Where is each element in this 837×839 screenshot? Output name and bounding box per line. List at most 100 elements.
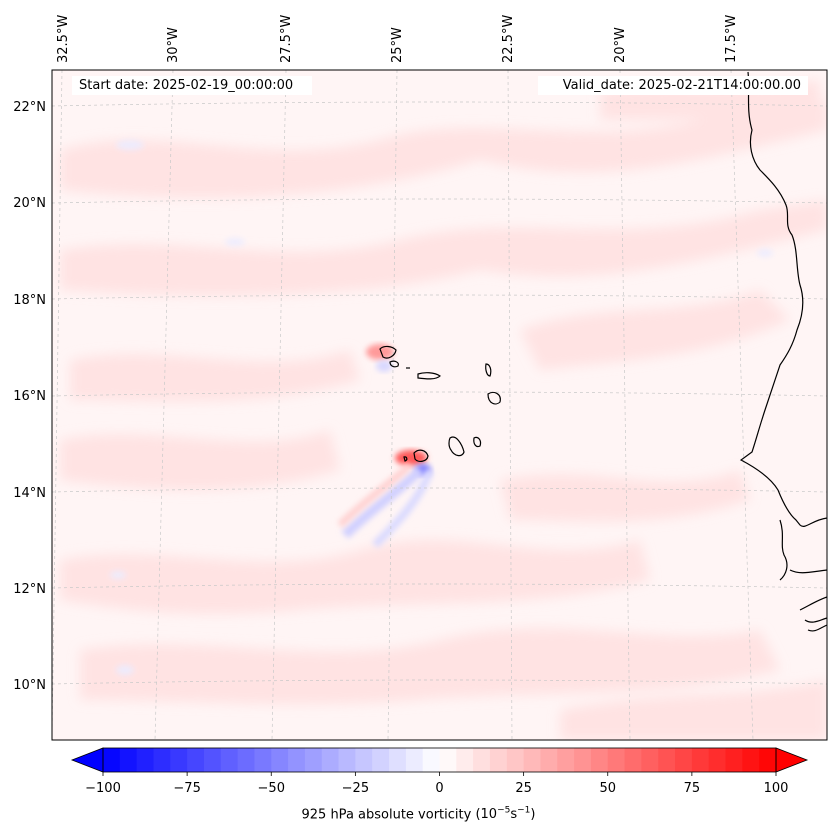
coastlines	[379, 71, 827, 632]
longitude-labels: 32.5°W 30°W 27.5°W 25°W 22.5°W 20°W 17.5…	[56, 15, 739, 63]
map-frame	[51, 69, 828, 741]
positive-vorticity-bands	[60, 80, 827, 740]
colorbar-segment	[220, 748, 239, 772]
parallel-10n	[52, 679, 827, 685]
colorbar-tick-label: 100	[764, 781, 789, 796]
senegal-gambia-coast	[779, 519, 827, 632]
map-area	[52, 70, 827, 740]
colorbar-segment	[624, 748, 642, 772]
lat-label: 20°N	[13, 196, 46, 211]
colorbar-variable: 925 hPa absolute vorticity	[301, 807, 472, 823]
valid-date-box	[538, 76, 808, 95]
meridian-32-5w	[52, 70, 63, 740]
colorbar-segment	[658, 748, 676, 772]
colorbar-segment	[103, 748, 121, 772]
colorbar-tick-label: 50	[599, 781, 616, 796]
colorbar-ticks: −100 −75 −50 −25 0 25 50 75 100	[85, 772, 788, 796]
colorbar-tick-label: −100	[85, 781, 121, 796]
colorbar-segments	[103, 748, 777, 772]
lat-label: 10°N	[13, 678, 46, 693]
colorbar-segment	[489, 748, 508, 772]
colorbar-segment	[170, 748, 188, 772]
colorbar-segment	[187, 748, 205, 772]
colorbar-segment	[725, 748, 743, 772]
lon-label: 30°W	[166, 27, 181, 63]
colorbar-unit: (10−5s−1)	[475, 806, 536, 823]
colorbar-segment	[389, 748, 407, 772]
lat-label: 16°N	[13, 389, 46, 404]
colorbar-segment	[338, 748, 356, 772]
lon-label: 22.5°W	[501, 15, 516, 63]
parallel-16n	[52, 391, 827, 397]
colorbar-segment	[304, 748, 323, 772]
start-date-label: Start date: 2025-02-19_00:00:00	[79, 78, 294, 93]
africa-coastline	[739, 71, 827, 527]
start-date-box	[72, 76, 312, 95]
colorbar-segment	[691, 748, 710, 772]
colorbar-segment	[422, 748, 441, 772]
latitude-labels: 22°N 20°N 18°N 16°N 14°N 12°N 10°N	[13, 100, 46, 693]
colorbar-segment	[456, 748, 474, 772]
lat-label: 14°N	[13, 486, 46, 501]
colorbar-tick-label: −75	[173, 781, 200, 796]
fogo-island	[413, 449, 429, 462]
colorbar-segment	[607, 748, 626, 772]
colorbar-segment	[641, 748, 659, 772]
parallel-20n	[52, 198, 827, 204]
negative-vorticity-patches	[110, 140, 773, 675]
colorbar-segment	[540, 748, 558, 772]
colorbar-segment	[203, 748, 222, 772]
colorbar-segment	[405, 748, 424, 772]
sao-nicolau-island	[417, 372, 441, 380]
valid-date-label: Valid_date: 2025-02-21T14:00:00.00	[562, 78, 801, 93]
lat-label: 22°N	[13, 100, 46, 115]
colorbar-segment	[136, 748, 155, 772]
colorbar-segment	[439, 748, 457, 772]
colorbar-segment	[708, 748, 727, 772]
colorbar-segment	[321, 748, 340, 772]
colorbar-segment	[288, 748, 306, 772]
maio-island	[473, 436, 482, 448]
lon-label: 27.5°W	[279, 15, 294, 63]
parallel-22n	[52, 101, 827, 107]
lon-label: 25°W	[390, 27, 405, 63]
colorbar-segment	[254, 748, 272, 772]
parallel-14n	[52, 487, 827, 493]
boa-vista-island	[487, 391, 501, 405]
meridian-25w	[387, 70, 398, 740]
meridian-20w	[619, 70, 631, 740]
colorbar-segment	[473, 748, 491, 772]
colorbar-segment	[523, 748, 542, 772]
colorbar-tick-label: −25	[342, 781, 369, 796]
colorbar-min-extend-arrow	[70, 747, 104, 773]
colorbar-segment	[557, 748, 575, 772]
colorbar-segment	[355, 748, 373, 772]
lat-label: 12°N	[13, 582, 46, 597]
parallel-12n	[52, 583, 827, 589]
colorbar-tick-label: 25	[515, 781, 532, 796]
colorbar-segment	[237, 748, 256, 772]
island-wake-features	[337, 344, 434, 548]
meridian-22-5w	[507, 70, 513, 740]
colorbar-segment	[271, 748, 289, 772]
colorbar-segment	[675, 748, 693, 772]
meridian-30w	[154, 70, 174, 740]
colorbar-segment	[119, 748, 138, 772]
sao-vicente-island	[389, 360, 399, 368]
brava-island	[403, 456, 408, 462]
colorbar-segment	[759, 748, 777, 772]
santo-antao-island	[379, 345, 397, 359]
graticule	[52, 70, 827, 740]
meridian-27-5w	[271, 70, 287, 740]
lon-label: 17.5°W	[724, 15, 739, 63]
lon-label: 20°W	[613, 27, 628, 63]
sal-island	[485, 363, 492, 377]
colorbar-segment	[153, 748, 171, 772]
lat-label: 18°N	[13, 293, 46, 308]
colorbar-segment	[506, 748, 525, 772]
colorbar-max-extend-arrow	[775, 747, 809, 773]
colorbar-segment	[742, 748, 760, 772]
parallel-18n	[52, 294, 827, 300]
colorbar-tick-label: 0	[435, 781, 443, 796]
